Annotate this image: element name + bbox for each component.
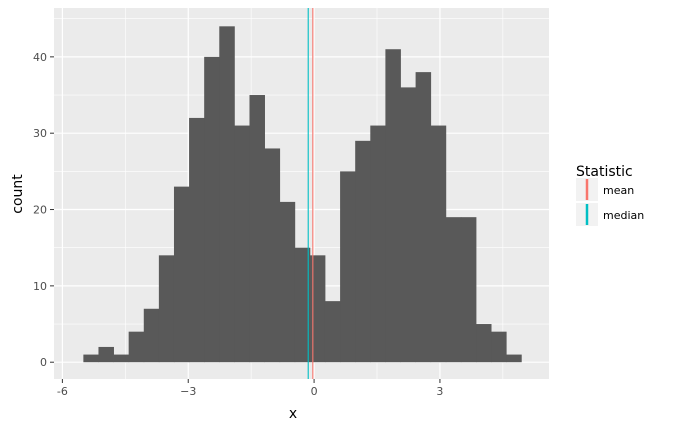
histogram-bar: [400, 87, 417, 363]
histogram-bar: [385, 49, 401, 363]
y-tick-label: 40: [33, 51, 47, 64]
y-axis-title: count: [10, 174, 26, 214]
histogram-bar: [309, 255, 326, 363]
histogram-bar: [113, 354, 130, 363]
x-axis-title: x: [289, 406, 297, 422]
x-tick-label: −3: [180, 385, 196, 398]
x-axis: -6 −3 0 3: [57, 379, 443, 398]
histogram-bar: [249, 95, 265, 363]
legend-label-mean: mean: [603, 184, 634, 197]
y-axis: 0 10 20 30 40: [33, 51, 54, 369]
histogram-bar: [506, 354, 522, 363]
histogram-bar: [491, 331, 507, 363]
histogram-bar: [430, 125, 447, 363]
histogram-bar: [294, 247, 311, 363]
histogram-bar: [279, 201, 296, 363]
histogram-bar: [83, 354, 99, 363]
histogram-bar: [415, 72, 432, 363]
histogram-bar: [370, 125, 386, 363]
histogram-bar: [264, 148, 281, 363]
histogram-bar: [476, 324, 492, 363]
y-tick-label: 0: [40, 356, 47, 369]
legend-label-median: median: [603, 209, 644, 222]
histogram-bar: [98, 346, 114, 363]
histogram-bar: [173, 186, 190, 363]
histogram-bar: [143, 308, 160, 363]
histogram-bar: [128, 331, 145, 363]
histogram-bar: [234, 125, 250, 363]
histogram-bar: [189, 117, 205, 363]
histogram-bar: [340, 171, 356, 363]
x-tick-label: -6: [57, 385, 68, 398]
legend-title: Statistic: [576, 164, 633, 180]
histogram-bar: [219, 26, 235, 363]
histogram-bar: [158, 255, 175, 363]
y-tick-label: 10: [33, 280, 47, 293]
histogram-bar: [324, 301, 341, 363]
histogram-bars: [83, 26, 522, 363]
x-tick-label: 3: [436, 385, 443, 398]
histogram-bar: [204, 56, 220, 363]
histogram-bar: [355, 140, 371, 363]
histogram-bar: [460, 217, 477, 363]
y-tick-label: 20: [33, 204, 47, 217]
y-tick-label: 30: [33, 127, 47, 140]
legend: Statistic mean median: [576, 164, 644, 226]
histogram-bar: [445, 217, 462, 363]
x-tick-label: 0: [311, 385, 318, 398]
statistic-lines: [307, 8, 314, 379]
